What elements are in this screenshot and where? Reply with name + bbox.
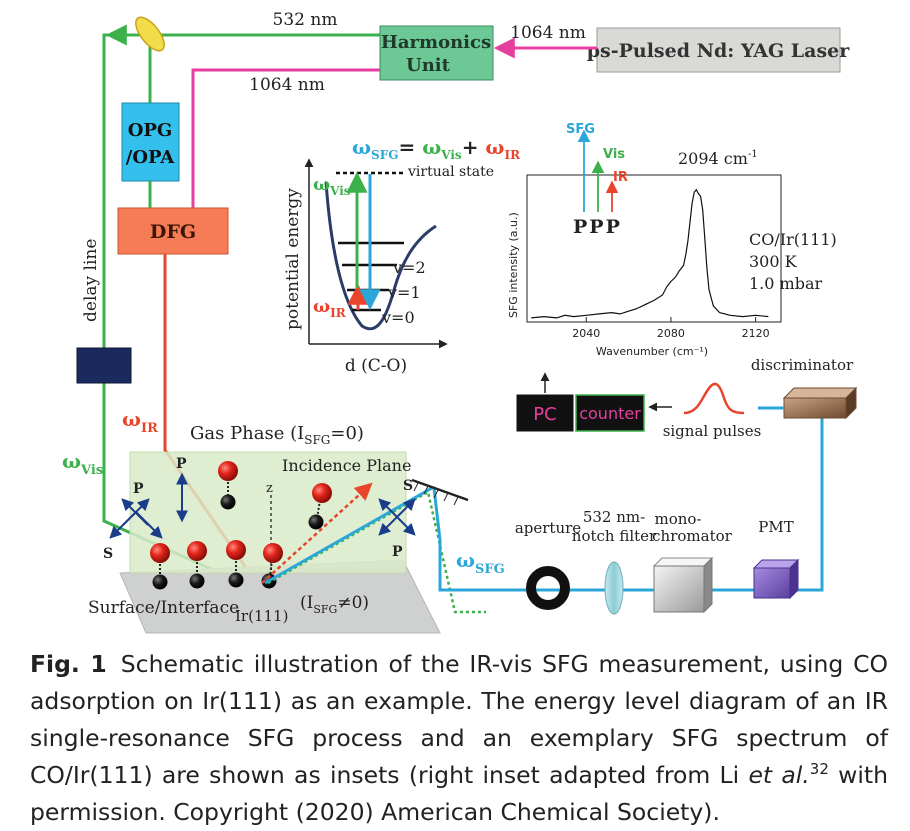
monochromator [652, 556, 714, 614]
pol-p2: P [176, 456, 187, 472]
harmonics-unit-box: Harmonics Unit [379, 25, 494, 81]
laser-label: ps-Pulsed Nd: YAG Laser [587, 40, 851, 62]
opg-label-1: OPG [128, 120, 173, 141]
omega-vis-label: ωVis [62, 449, 103, 478]
harmonics-label-1: Harmonics [381, 32, 491, 53]
spectrum-ticks: 2040 2080 2120 [572, 317, 770, 340]
polarization-arrows-sfg [378, 498, 416, 536]
peak-label: 2094 cm-1 [678, 149, 758, 168]
pmt-to-discriminator [815, 400, 846, 592]
legend-sfg: SFG [566, 122, 595, 137]
spectrum-ylabel: SFG intensity (a.u.) [507, 212, 520, 318]
sfg-setup-diagram: ps-Pulsed Nd: YAG Laser Harmonics Unit 1… [62, 10, 858, 634]
caption-text: Schematic illustration of the IR-vis SFG… [30, 650, 889, 789]
molecule-adsorbed-3 [226, 540, 246, 588]
beam-1064-to-dfg [191, 68, 380, 208]
svg-text:ωVis: ωVis [62, 449, 103, 478]
counter-box: counter [575, 394, 645, 432]
label-532: 532 nm [273, 10, 338, 30]
pol-s2: S [403, 478, 413, 494]
caption-fig-label: Fig. 1 [30, 650, 107, 678]
z-axis-label: z [266, 481, 273, 496]
w-vis-label: ωVis [313, 174, 351, 198]
molecule-gas-2 [308, 483, 332, 530]
aperture-label: aperture [515, 519, 581, 537]
mono-label-2: chromator [652, 527, 732, 545]
energy-ylabel: potential energy [283, 188, 303, 330]
caption-italic: et al. [748, 761, 810, 789]
sample-line-2: 300 K [749, 252, 798, 271]
surface-interface-label: Surface/Interface [88, 598, 239, 618]
discriminator-label: discriminator [751, 356, 854, 374]
spectrum-tick-label-2080: 2080 [657, 327, 685, 340]
pol-p1: P [133, 481, 144, 497]
molecule-adsorbed-1 [150, 543, 170, 590]
pc-box: PC [516, 394, 574, 432]
spectrum-inset: 2040 2080 2120 SFG intensity (a.u.) Wavenu… [507, 122, 837, 358]
dfg-box: DFG [117, 207, 229, 255]
incidence-plane-label: Incidence Plane [282, 456, 411, 475]
opg-label-2: /OPA [126, 147, 175, 168]
notch-label-1: 532 nm- [583, 508, 645, 526]
caption-superscript: 32 [809, 760, 829, 778]
counter-label: counter [579, 404, 641, 423]
mirror [411, 478, 469, 502]
harmonics-label-2: Unit [406, 55, 451, 76]
beam-splitter [135, 16, 165, 52]
energy-inset: ωSFG= ωVis+ ωIR potential energy d (C-O)… [283, 135, 521, 376]
polarization-label: PPP [573, 216, 622, 238]
discriminator [782, 386, 858, 420]
signal-pulses-label: signal pulses [663, 422, 762, 440]
spectrum-tick-label-2120: 2120 [742, 327, 770, 340]
notch-filter [604, 561, 624, 615]
molecule-gas-1 [218, 461, 238, 510]
virtual-state-label: virtual state [407, 164, 494, 180]
spectrum-frame [526, 174, 782, 323]
polarization-arrows-vis [109, 498, 163, 539]
legend-ir: IR [613, 170, 628, 185]
omega-ir-label: ωIR [122, 407, 158, 436]
laser-box: ps-Pulsed Nd: YAG Laser [587, 27, 851, 73]
pmt [752, 558, 800, 600]
delay-line-box [76, 347, 132, 384]
spectrum-series-line [531, 188, 769, 319]
spectrum-xlabel: Wavenumber (cm⁻¹) [596, 345, 708, 358]
reflected-ir-beam [261, 482, 373, 584]
opg-opa-box: OPG /OPA [121, 102, 180, 182]
energy-xlabel: d (C-O) [345, 356, 407, 376]
figure-caption: Fig. 1 Schematic illustration of the IR-v… [30, 646, 888, 831]
mono-label-1: mono- [654, 510, 701, 528]
pol-s1: S [103, 546, 113, 562]
v1-label: v=1 [387, 283, 421, 302]
v0-label: v=0 [381, 308, 415, 327]
potential-curve [324, 181, 437, 331]
spectrum-tick-label-2040: 2040 [572, 327, 600, 340]
svg-text:ωSFG: ωSFG [456, 548, 505, 577]
delay-line-label: delay line [81, 239, 101, 322]
legend-vis: Vis [603, 147, 625, 162]
label-1064-mid: 1064 nm [249, 75, 325, 95]
omega-sfg-label: ωSFG [456, 548, 505, 577]
gas-phase-label: Gas Phase (ISFG=0) [190, 423, 364, 447]
pol-p3: P [392, 544, 403, 560]
pmt-label: PMT [758, 518, 793, 536]
isfg-nonzero-label: (ISFG≠0) [300, 593, 369, 616]
molecule-adsorbed-2 [187, 541, 207, 589]
dfg-label: DFG [150, 221, 196, 243]
signal-pulse-icon [683, 382, 745, 415]
svg-text:ωIR: ωIR [122, 407, 158, 436]
caption-text-end: with permission. Copyright (2020) Americ… [30, 761, 889, 826]
sfg-equation: ωSFG= ωVis+ ωIR [352, 135, 521, 162]
pc-label: PC [533, 404, 556, 425]
aperture [526, 566, 570, 610]
ir111-label: Ir(111) [235, 607, 288, 625]
sample-line-1: CO/Ir(111) [749, 230, 837, 249]
w-ir-label: ωIR [313, 296, 347, 320]
sample-line-3: 1.0 mbar [749, 274, 822, 293]
notch-label-2: notch filter [572, 527, 657, 545]
v2-label: v=2 [392, 258, 426, 277]
label-1064-top: 1064 nm [510, 23, 586, 43]
